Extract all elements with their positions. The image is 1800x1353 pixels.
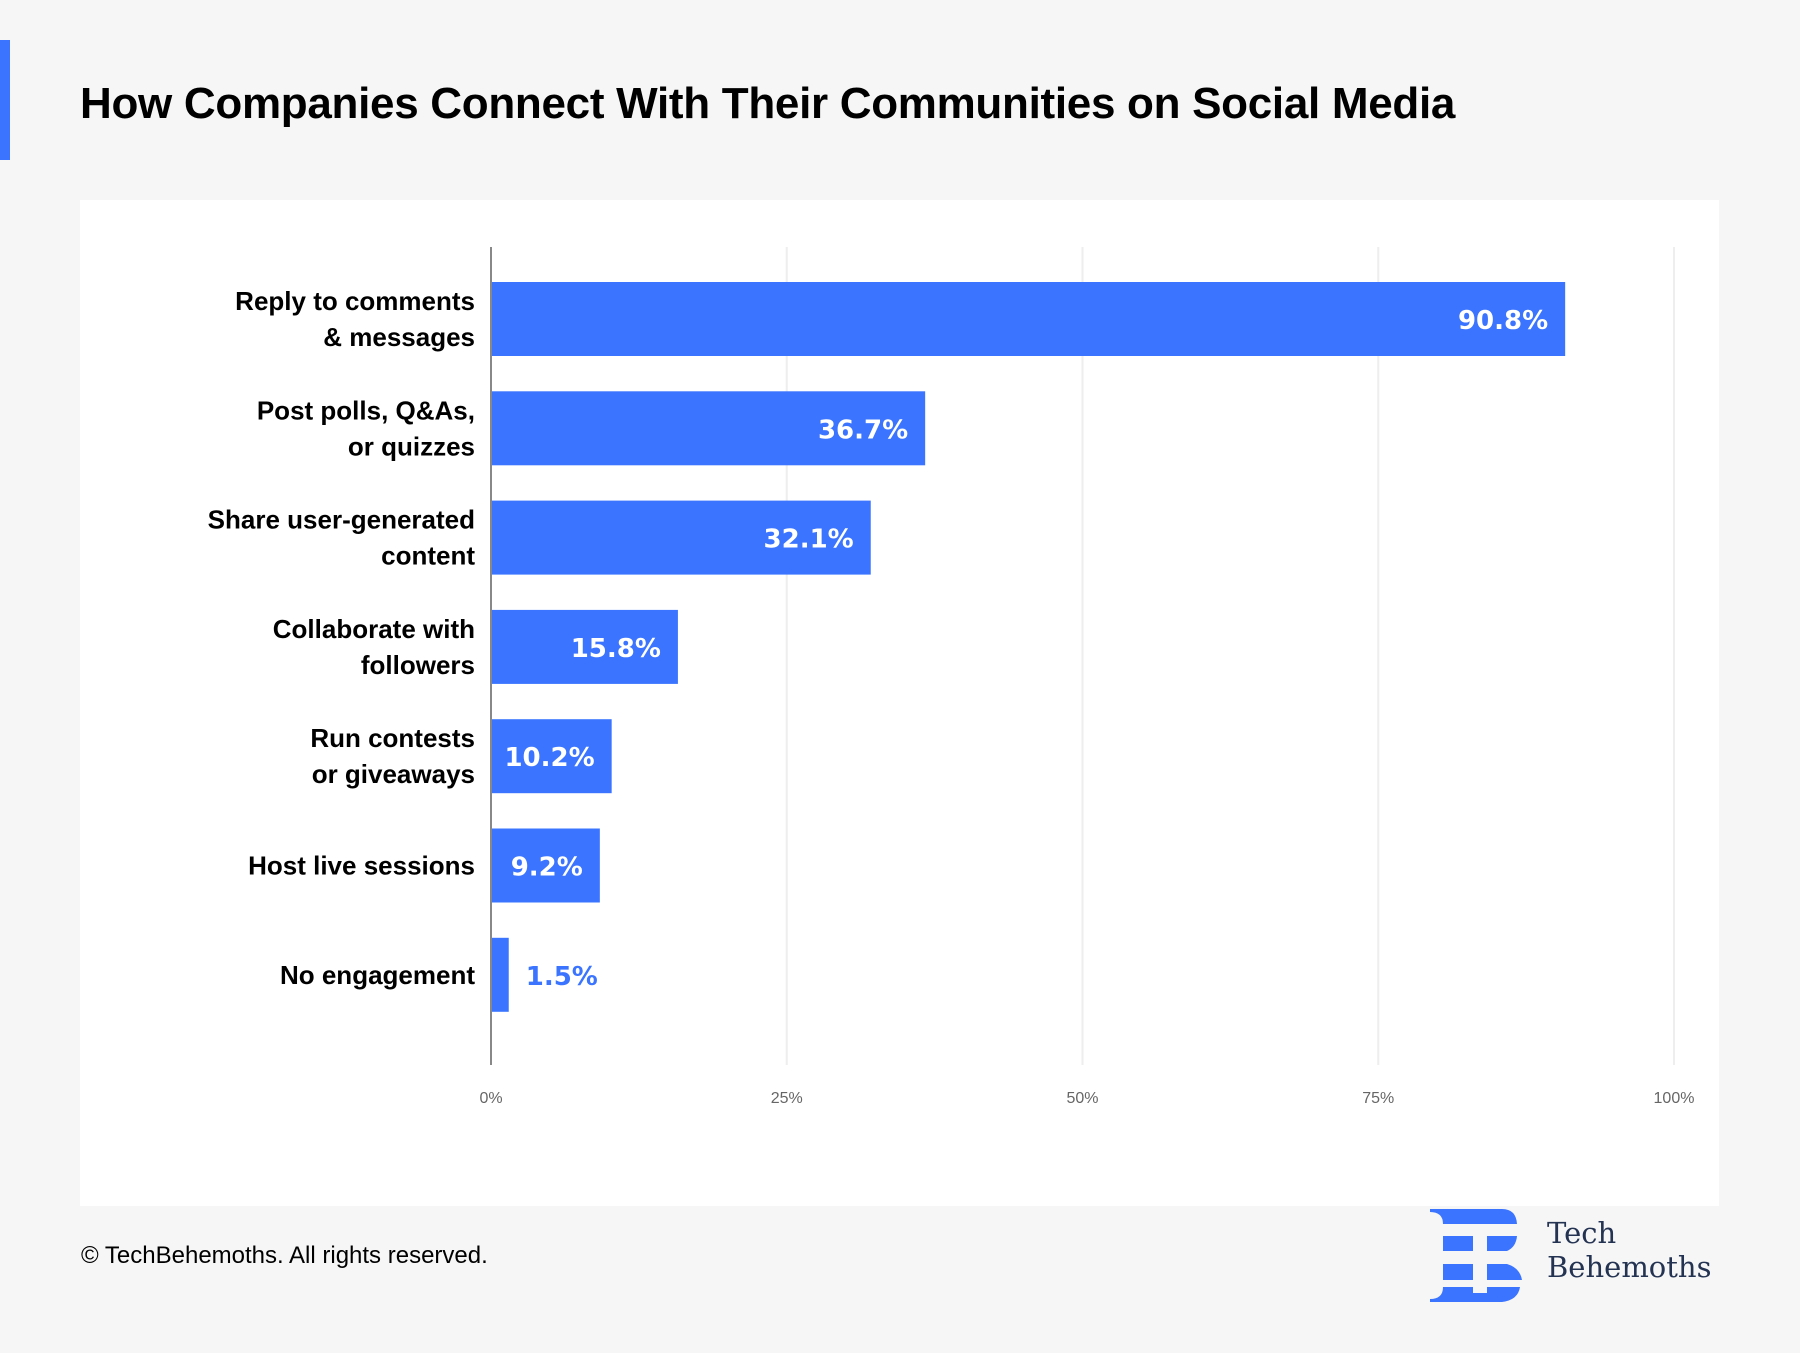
bar-value-label: 15.8% <box>571 634 661 664</box>
x-tick-label: 75% <box>1362 1090 1394 1107</box>
category-label: Run contests or giveaways <box>310 723 475 789</box>
bar <box>492 937 509 1012</box>
category-label-line: Reply to comments <box>235 286 475 316</box>
category-label: No engagement <box>280 960 475 990</box>
category-label-line: or giveaways <box>312 759 475 789</box>
bar-value-label: 90.8% <box>1458 306 1548 336</box>
category-label-line: Host live sessions <box>248 851 475 881</box>
bar-value-label: 10.2% <box>504 743 594 773</box>
x-tick-labels: 0% 25% 50% 75% 100% <box>479 1090 1694 1107</box>
category-label-line: Share user-generated <box>208 505 475 535</box>
category-label-line: No engagement <box>280 960 475 990</box>
bar-value-label: 32.1% <box>764 525 854 555</box>
bars <box>492 282 1566 1012</box>
gridlines <box>785 247 1675 1065</box>
logo-text-line1: Tech <box>1547 1216 1617 1250</box>
category-label-line: content <box>381 541 475 571</box>
bar <box>492 719 612 794</box>
category-label-line: Post polls, Q&As, <box>257 395 475 425</box>
category-label: Share user-generated content <box>208 505 476 571</box>
category-label: Host live sessions <box>248 851 475 881</box>
category-label-line: Collaborate with <box>273 614 475 644</box>
bar-value-label: 9.2% <box>511 853 583 883</box>
bar <box>492 609 678 684</box>
x-tick-label: 100% <box>1654 1090 1695 1107</box>
x-tick-label: 50% <box>1066 1090 1098 1107</box>
page-title: How Companies Connect With Their Communi… <box>80 79 1456 128</box>
value-labels: 90.8% 36.7% 32.1% 15.8% 10.2% 9.2% 1.5% <box>504 306 1548 992</box>
category-label: Collaborate with followers <box>273 614 475 680</box>
category-labels: Reply to comments & messages Post polls, Q… <box>208 286 476 990</box>
chart-panel <box>80 200 1719 1206</box>
category-label-line: Run contests <box>310 723 475 753</box>
bar-value-label: 36.7% <box>818 415 908 445</box>
bar <box>492 500 871 575</box>
x-tick-label: 0% <box>479 1090 502 1107</box>
bar <box>492 391 926 466</box>
category-label: Reply to comments & messages <box>235 286 475 352</box>
category-label-line: or quizzes <box>348 431 475 461</box>
copyright-footer: © TechBehemoths. All rights reserved. <box>81 1242 488 1269</box>
x-tick-label: 25% <box>771 1090 803 1107</box>
accent-bar <box>0 40 10 160</box>
category-label-line: & messages <box>323 322 475 352</box>
category-label-line: followers <box>361 650 475 680</box>
techbehemoths-wordmark: Tech Behemoths <box>1547 1216 1711 1284</box>
category-label: Post polls, Q&As, or quizzes <box>257 395 475 461</box>
bar-value-label: 1.5% <box>526 962 598 992</box>
bar <box>492 282 1566 356</box>
bar <box>492 828 600 903</box>
techbehemoths-logo-icon <box>1430 1209 1522 1302</box>
logo-text-line2: Behemoths <box>1547 1250 1712 1284</box>
